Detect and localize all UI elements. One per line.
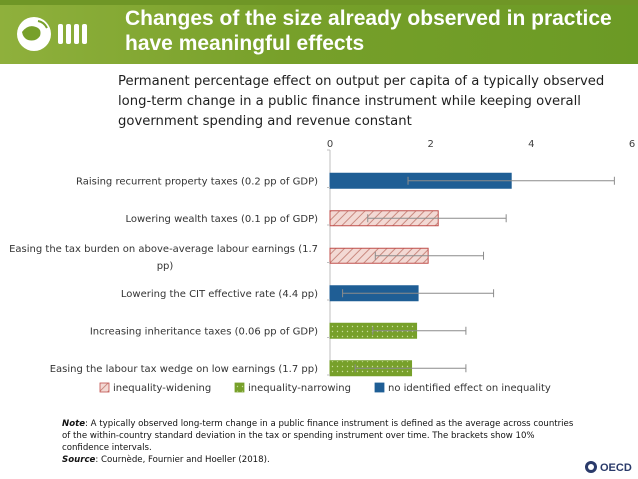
- chart-note: Note: A typically observed long-term cha…: [62, 418, 582, 466]
- bar-chart: 0 2 4 6 Raising recurrent property taxes (0.…: [9, 139, 635, 394]
- header-bar: Changes of the size already observed in …: [0, 0, 638, 64]
- chart-subtitle: Permanent percentage effect on output pe…: [118, 72, 618, 132]
- oecd-footer-logo: OECD: [585, 461, 632, 474]
- legend-swatch-widening: [99, 382, 110, 393]
- legend-swatch-narrowing: [234, 382, 245, 393]
- subtitle-line-1: Permanent percentage effect on output pe…: [118, 74, 605, 89]
- category-label: Lowering the CIT effective rate (4.4 pp): [121, 289, 318, 300]
- note-label: Note: [62, 419, 86, 429]
- source-label: Source: [62, 455, 96, 465]
- oecd-logo: [17, 17, 87, 51]
- x-tick-label: 4: [528, 139, 534, 150]
- legend-label: no identified effect on inequality: [388, 383, 551, 394]
- x-tick-label: 2: [427, 139, 433, 150]
- x-tick-label: 6: [629, 139, 635, 150]
- category-label: Raising recurrent property taxes (0.2 pp…: [76, 176, 318, 187]
- note-text: : A typically observed long-term change …: [62, 419, 574, 453]
- legend-label: inequality-narrowing: [248, 383, 351, 394]
- legend-label: inequality-widening: [113, 383, 211, 394]
- category-label: Easing the labour tax wedge on low earni…: [50, 364, 318, 375]
- category-label: pp): [157, 261, 174, 272]
- title-line-1: Changes of the size already observed in …: [125, 7, 612, 30]
- oecd-footer-text: OECD: [600, 462, 632, 474]
- slide-title: Changes of the size already observed in …: [125, 6, 630, 56]
- note-paragraph: Note: A typically observed long-term cha…: [62, 418, 582, 454]
- source-paragraph: Source: Cournède, Fournier and Hoeller (…: [62, 454, 582, 466]
- x-tick-label: 0: [327, 139, 333, 150]
- category-label: Lowering wealth taxes (0.1 pp of GDP): [125, 214, 318, 225]
- header-top-strip: [0, 0, 638, 5]
- category-label: Easing the tax burden on above-average l…: [9, 244, 318, 255]
- subtitle-line-2: long-term change in a public finance ins…: [118, 94, 581, 109]
- legend-swatch-no_effect: [374, 382, 385, 393]
- source-text: : Cournède, Fournier and Hoeller (2018).: [95, 455, 270, 465]
- subtitle-line-3: government spending and revenue constant: [118, 114, 412, 129]
- title-line-2: have meaningful effects: [125, 32, 365, 55]
- category-label: Increasing inheritance taxes (0.06 pp of…: [90, 326, 318, 337]
